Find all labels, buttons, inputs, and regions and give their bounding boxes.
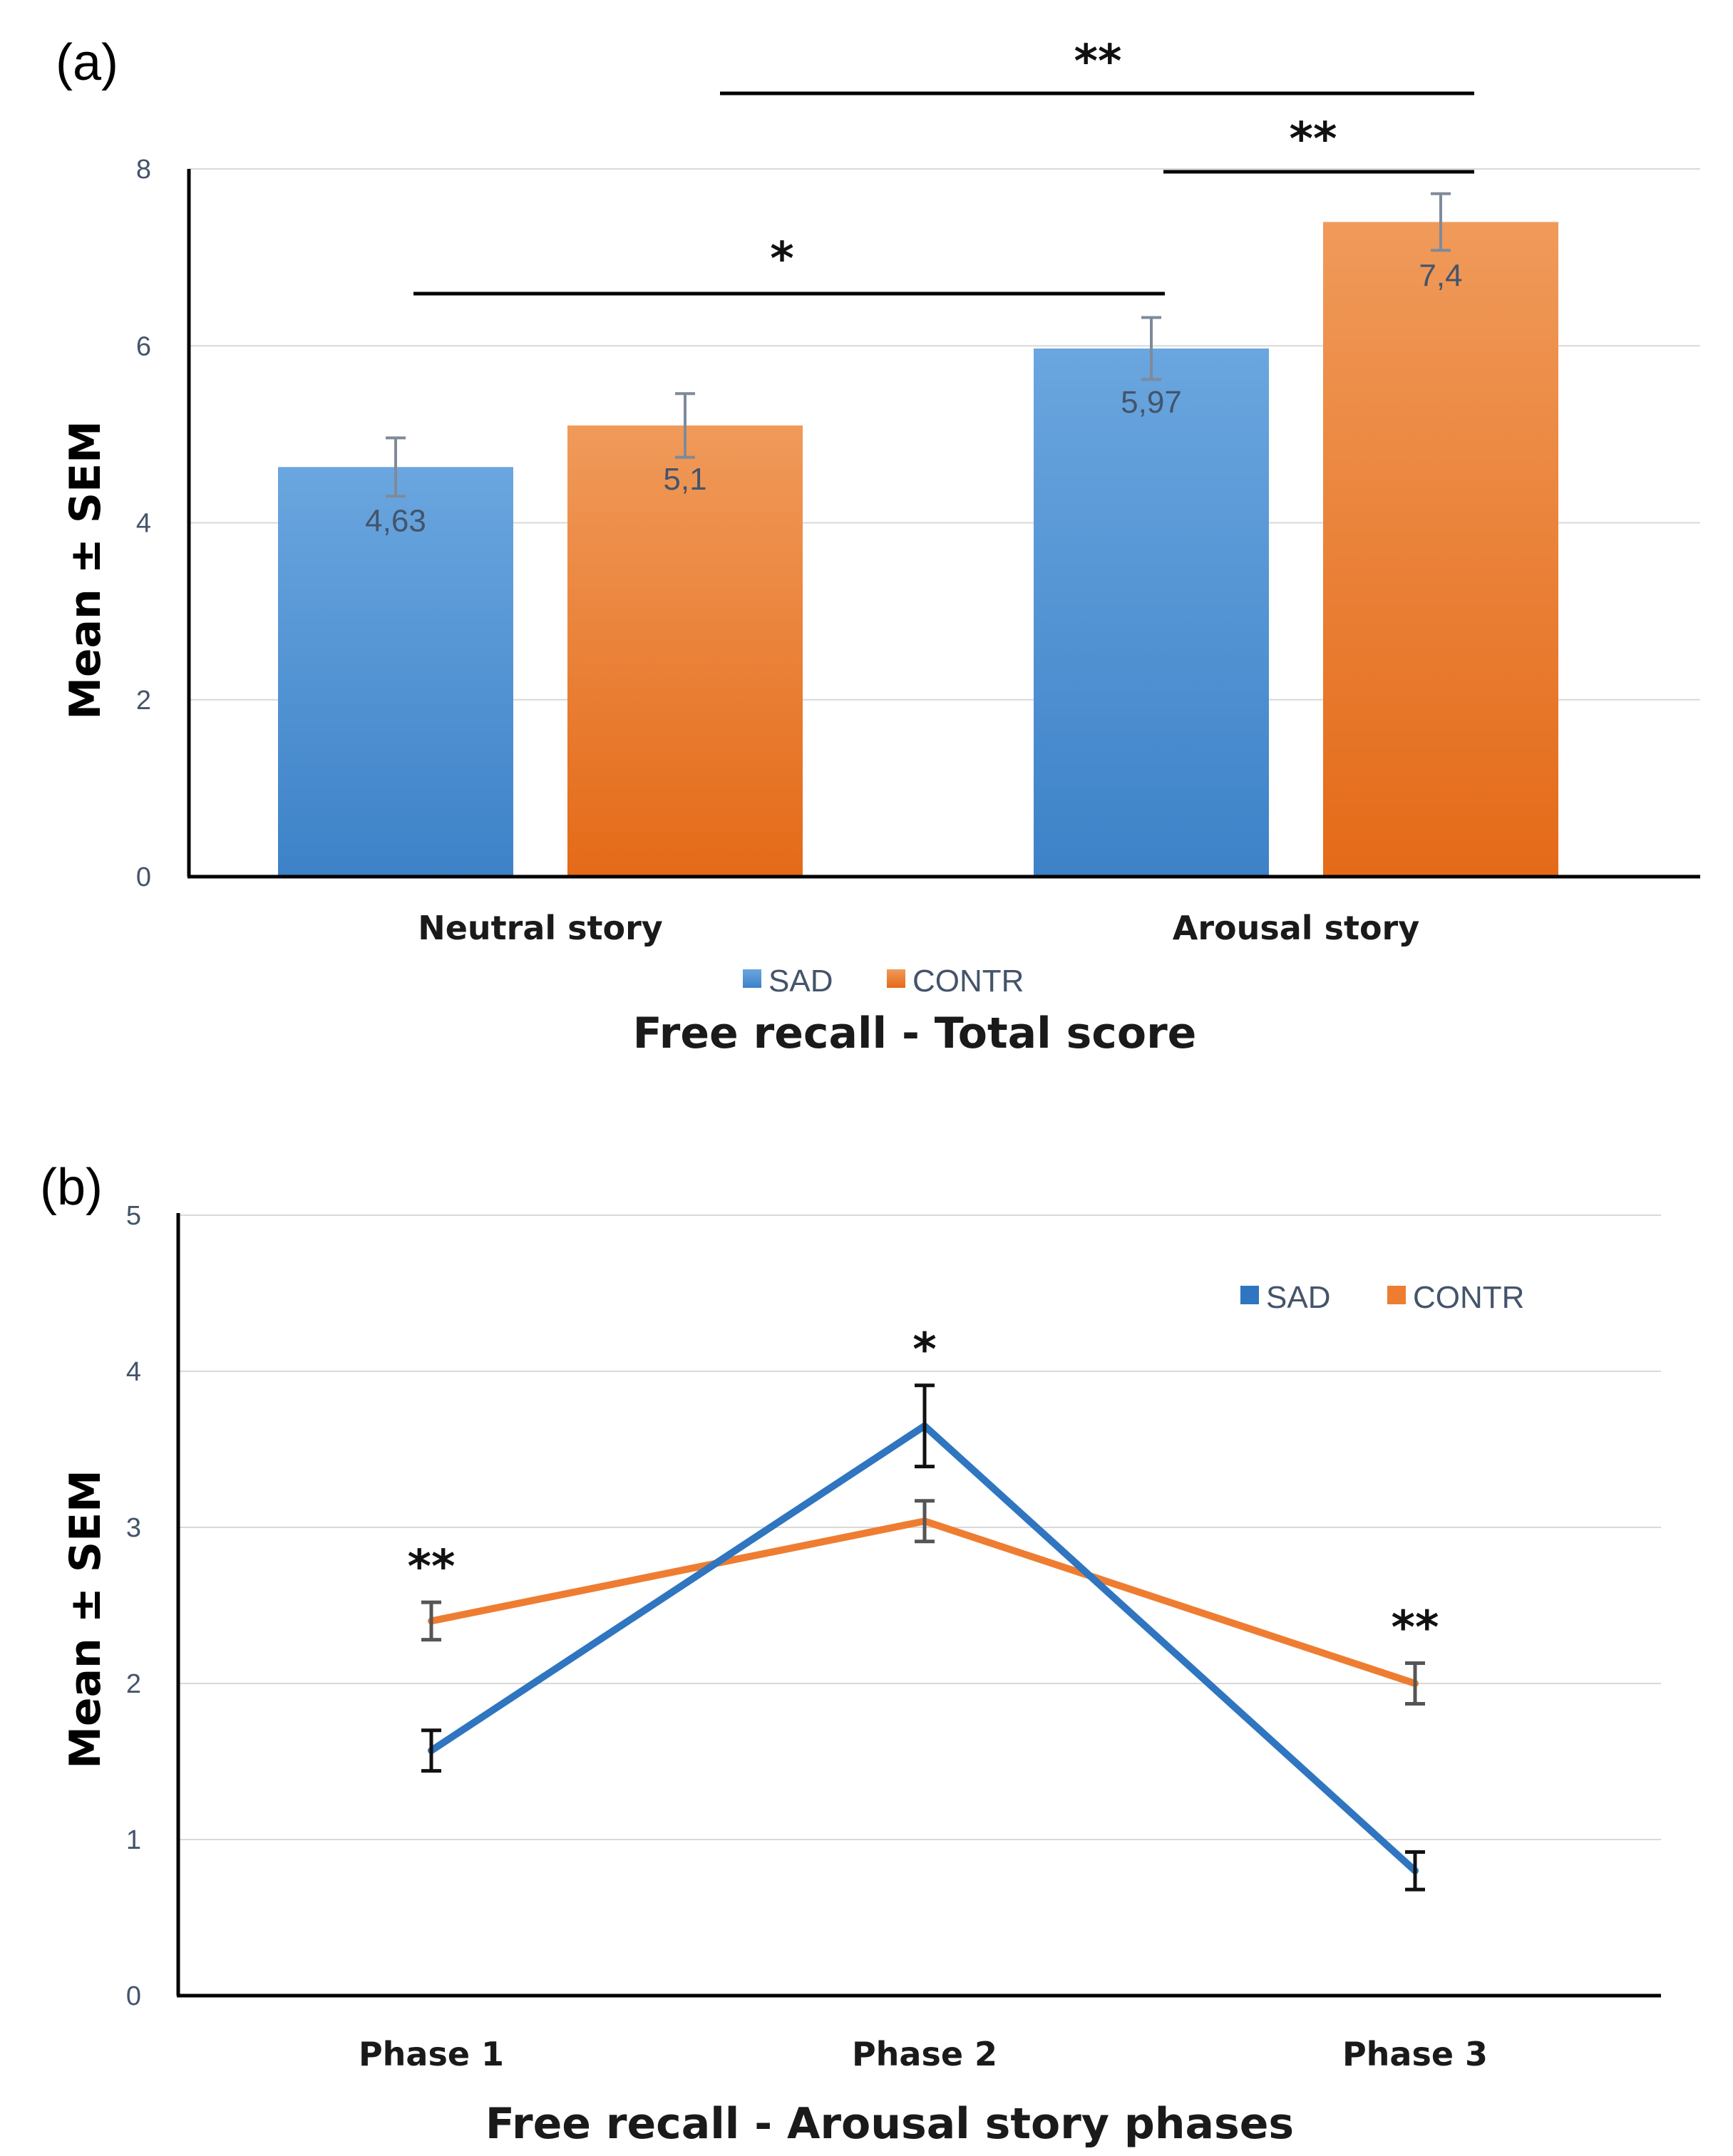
x-tick-b-phase-2: Phase 2 [852,2035,997,2073]
y-axis-label-a: Mean ± SEM [61,421,110,720]
significance-star-1: * [770,233,793,286]
legend-label-sad-b: SAD [1266,1280,1330,1315]
significance-stars-b: ***** [408,1324,1439,1655]
y-tick-b-2: 2 [126,1669,141,1699]
y-tick-a-4: 4 [136,509,151,539]
legend-label-contr-b: CONTR [1413,1280,1524,1315]
data-labels-a: 4,63 5,1 5,97 7,4 [365,258,1462,538]
legend-label-sad-a: SAD [768,964,833,999]
legend-swatch-contr-a [887,969,905,988]
y-tick-labels-b: 0 1 2 3 4 5 [126,1201,141,2011]
legend-label-contr-a: CONTR [912,964,1024,999]
panel-label-a: (a) [56,34,118,91]
legend-a: SAD CONTR [743,964,1024,999]
panel-label-b: (b) [40,1159,103,1216]
error-bars-a [386,192,1451,498]
y-tick-a-0: 0 [136,862,151,892]
significance-star-phase-1: ** [408,1541,456,1594]
data-label-neutral-story-sad: 4,63 [365,503,426,538]
chart-title-a: Free recall - Total score [633,1009,1197,1058]
y-tick-b-5: 5 [126,1201,141,1231]
y-tick-a-6: 6 [136,331,151,361]
bar-chart-panel-a: (a) 0 2 4 6 8 4,63 5,1 5,97 7,4 Neutral story Ar… [56,34,1700,1058]
bars-a [278,222,1558,877]
significance-star-3: ** [1074,36,1122,88]
data-label-arousal-story-sad: 5,97 [1121,385,1182,420]
x-tick-a-neutral-story: Neutral story [418,909,663,947]
y-tick-b-4: 4 [126,1357,141,1387]
x-tick-b-phase-1: Phase 1 [359,2035,504,2073]
y-tick-b-3: 3 [126,1513,141,1543]
x-tick-labels-a: Neutral story Arousal story [418,909,1419,947]
y-tick-a-8: 8 [136,155,151,185]
series-lines-b [428,1422,1419,1874]
y-axis-label-b: Mean ± SEM [61,1470,110,1769]
legend-swatch-contr-b [1387,1286,1406,1304]
line-series-contr [428,1517,1419,1687]
significance-star-phase-2: * [912,1324,936,1377]
line-series-sad [428,1422,1419,1874]
data-label-neutral-story-contr: 5,1 [663,462,706,497]
y-tick-a-2: 2 [136,686,151,716]
y-tick-labels-a: 0 2 4 6 8 [136,155,151,892]
significance-star-phase-3: ** [1392,1602,1439,1655]
chart-title-b: Free recall - Arousal story phases [485,2099,1294,2149]
data-label-arousal-story-contr: 7,4 [1419,258,1462,293]
error-bars-b [421,1383,1425,1892]
significance-star-2: ** [1290,113,1337,166]
legend-swatch-sad-a [743,969,761,988]
bar-neutral-story-sad [278,467,513,877]
legend-b: SAD CONTR [1240,1280,1524,1315]
legend-swatch-sad-b [1240,1286,1259,1304]
bar-arousal-story-contr [1323,222,1558,877]
x-tick-a-arousal-story: Arousal story [1173,909,1419,947]
bar-neutral-story-contr [567,425,803,877]
x-tick-b-phase-3: Phase 3 [1342,2035,1488,2073]
x-tick-labels-b: Phase 1 Phase 2 Phase 3 [359,2035,1488,2073]
y-tick-b-1: 1 [126,1825,141,1855]
bar-arousal-story-sad [1034,348,1269,877]
y-tick-b-0: 0 [126,1981,141,2011]
